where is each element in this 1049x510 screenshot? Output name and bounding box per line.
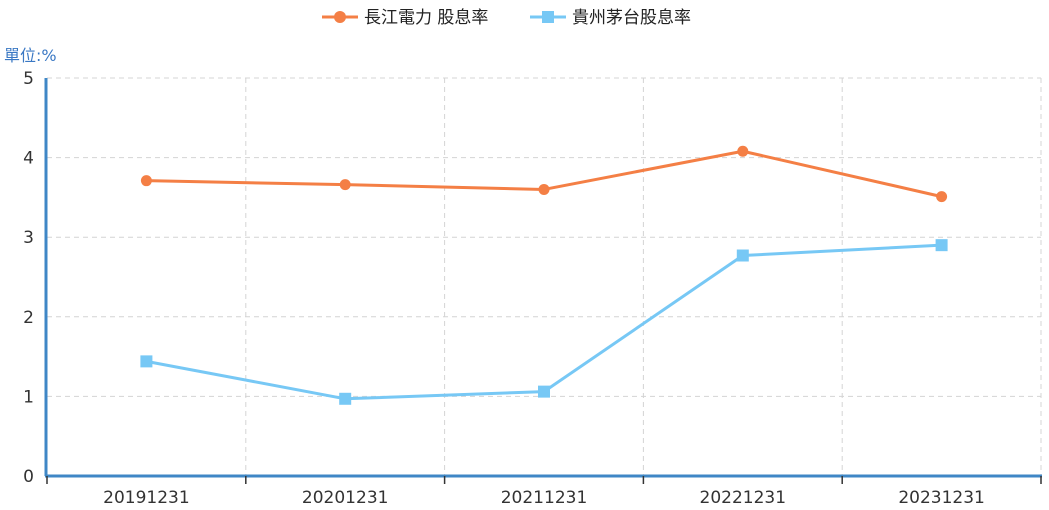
- grid: [47, 77, 1042, 476]
- y-tick-label: 1: [23, 387, 34, 407]
- legend[interactable]: 長江電力 股息率 貴州茅台股息率: [322, 8, 691, 28]
- y-tick-label: 5: [23, 69, 34, 89]
- series-0: [140, 145, 948, 203]
- series-line: [146, 243, 942, 401]
- data-point[interactable]: [737, 145, 749, 157]
- legend-label-moutai: 貴州茅台股息率: [572, 8, 691, 28]
- x-tick-label: 20191231: [103, 488, 190, 508]
- x-tick-label: 20211231: [501, 488, 588, 508]
- legend-marker-moutai: [542, 11, 554, 23]
- data-point[interactable]: [339, 179, 351, 191]
- data-point[interactable]: [339, 392, 352, 405]
- data-point[interactable]: [936, 191, 948, 203]
- y-tick-label: 4: [23, 149, 34, 169]
- data-point[interactable]: [538, 183, 550, 195]
- data-point[interactable]: [736, 249, 749, 262]
- series-1: [140, 239, 948, 405]
- x-tick-label: 20221231: [700, 488, 787, 508]
- series: [140, 145, 948, 405]
- data-point[interactable]: [140, 175, 152, 187]
- y-tick-label: 2: [23, 308, 34, 328]
- legend-marker-changjiang: [334, 11, 346, 23]
- x-tick-label: 20201231: [302, 488, 389, 508]
- y-tick-label: 0: [23, 467, 34, 487]
- data-point[interactable]: [935, 239, 948, 252]
- axes: 0 1 2 3 4 5 20191231 20201231 20211231 20221231 20…: [23, 69, 1042, 508]
- y-tick-label: 3: [23, 228, 34, 248]
- x-tick-label: 20231231: [898, 488, 985, 508]
- data-point[interactable]: [538, 385, 550, 398]
- unit-label: 單位:%: [4, 46, 57, 65]
- legend-label-changjiang: 長江電力 股息率: [364, 8, 488, 28]
- legend-item-changjiang[interactable]: 長江電力 股息率: [322, 8, 488, 28]
- legend-item-moutai[interactable]: 貴州茅台股息率: [530, 8, 691, 28]
- data-point[interactable]: [140, 355, 153, 368]
